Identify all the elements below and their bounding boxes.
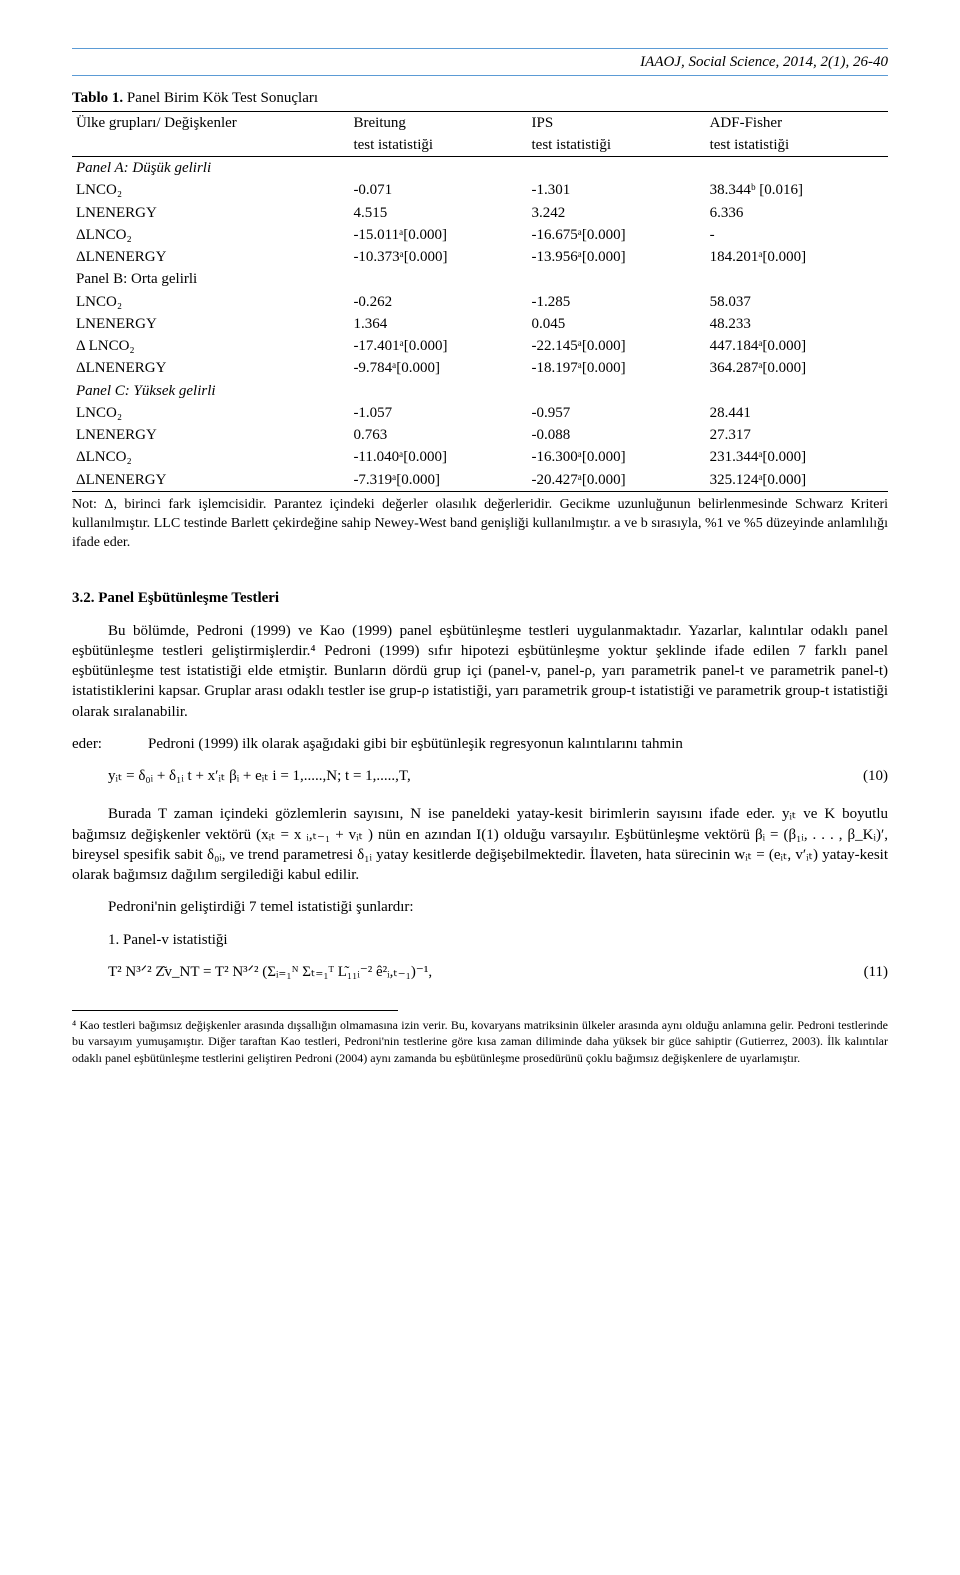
panel-b-label: Panel B: Orta gelirli [72, 268, 888, 290]
section-title: Panel Eşbütünleşme Testleri [95, 590, 280, 606]
equation-11: T² N³ᐟ² Z͂v_NT = T² N³ᐟ² (Σᵢ₌₁ᴺ Σₜ₌₁ᵀ L͂… [72, 962, 888, 982]
table-row: LNENERGY0.763-0.08827.317 [72, 424, 888, 446]
table-title-label: Tablo 1. [72, 90, 123, 106]
footnote-4: ⁴ Kao testleri bağımsız değişkenler aras… [72, 1017, 888, 1066]
panel-a-label: Panel A: Düşük gelirli [72, 157, 888, 180]
table-row: ΔLNENERGY-10.373ᵃ[0.000]-13.956ᵃ[0.000]1… [72, 246, 888, 268]
journal-citation: IAAOJ, Social Science, 2014, 2(1), 26-40 [640, 52, 888, 72]
col-header-groups: Ülke grupları/ Değişkenler [72, 111, 349, 156]
table-row: ΔLNENERGY-9.784ᵃ[0.000]-18.197ᵃ[0.000]36… [72, 357, 888, 379]
paragraph-3: Burada T zaman içindeki gözlemlerin sayı… [72, 804, 888, 885]
table-title: Tablo 1. Panel Birim Kök Test Sonuçları [72, 88, 888, 108]
para2-lead: eder: [72, 734, 112, 754]
table-row: ΔLNCO₂-15.011ᵃ[0.000]-16.675ᵃ[0.000]- [72, 224, 888, 246]
eq10-num: (10) [863, 766, 888, 786]
eq11-text: T² N³ᐟ² Z͂v_NT = T² N³ᐟ² (Σᵢ₌₁ᴺ Σₜ₌₁ᵀ L͂… [108, 962, 432, 982]
table-row: ΔLNCO₂-11.040ᵃ[0.000]-16.300ᵃ[0.000]231.… [72, 446, 888, 468]
journal-header: IAAOJ, Social Science, 2014, 2(1), 26-40 [72, 48, 888, 76]
table-row: Δ LNCO₂-17.401ᵃ[0.000]-22.145ᵃ[0.000]447… [72, 335, 888, 357]
table-row: ΔLNENERGY-7.319ᵃ[0.000]-20.427ᵃ[0.000]32… [72, 469, 888, 492]
panel-c-label: Panel C: Yüksek gelirli [72, 380, 888, 402]
table-title-rest: Panel Birim Kök Test Sonuçları [123, 90, 318, 106]
section-heading: 3.2. Panel Eşbütünleşme Testleri [72, 588, 888, 608]
col-sub-breitung: test istatistiği [349, 134, 527, 156]
equation-10: yᵢₜ = δ₀ᵢ + δ₁ᵢ t + x′ᵢₜ βᵢ + eᵢₜ i = 1,… [72, 766, 888, 786]
footnote-rule [72, 1010, 398, 1015]
table-note: Not: Δ, birinci fark işlemcisidir. Paran… [72, 496, 888, 553]
table-row: LNENERGY1.3640.04548.233 [72, 313, 888, 335]
table-row: LNCO₂-0.071-1.30138.344ᵇ [0.016] [72, 179, 888, 201]
eq10-text: yᵢₜ = δ₀ᵢ + δ₁ᵢ t + x′ᵢₜ βᵢ + eᵢₜ i = 1,… [108, 766, 411, 786]
table-row: LNCO₂-0.262-1.28558.037 [72, 291, 888, 313]
col-header-ips: IPS [528, 111, 706, 134]
table-row: LNENERGY4.5153.2426.336 [72, 202, 888, 224]
section-number: 3.2. [72, 590, 95, 606]
col-header-adf: ADF-Fisher [706, 111, 888, 134]
table-row: LNCO₂-1.057-0.95728.441 [72, 402, 888, 424]
unit-root-table: Ülke grupları/ Değişkenler Breitung IPS … [72, 111, 888, 492]
paragraph-4: Pedroni'nin geliştirdiği 7 temel istatis… [72, 897, 888, 917]
eq11-num: (11) [864, 962, 888, 982]
stat-1-label: 1. Panel-v istatistiği [108, 930, 888, 950]
paragraph-1: Bu bölümde, Pedroni (1999) ve Kao (1999)… [72, 621, 888, 722]
paragraph-2: Pedroni (1999) ilk olarak aşağıdaki gibi… [112, 734, 888, 754]
col-header-breitung: Breitung [349, 111, 527, 134]
col-sub-ips: test istatistiği [528, 134, 706, 156]
col-sub-adf: test istatistiği [706, 134, 888, 156]
